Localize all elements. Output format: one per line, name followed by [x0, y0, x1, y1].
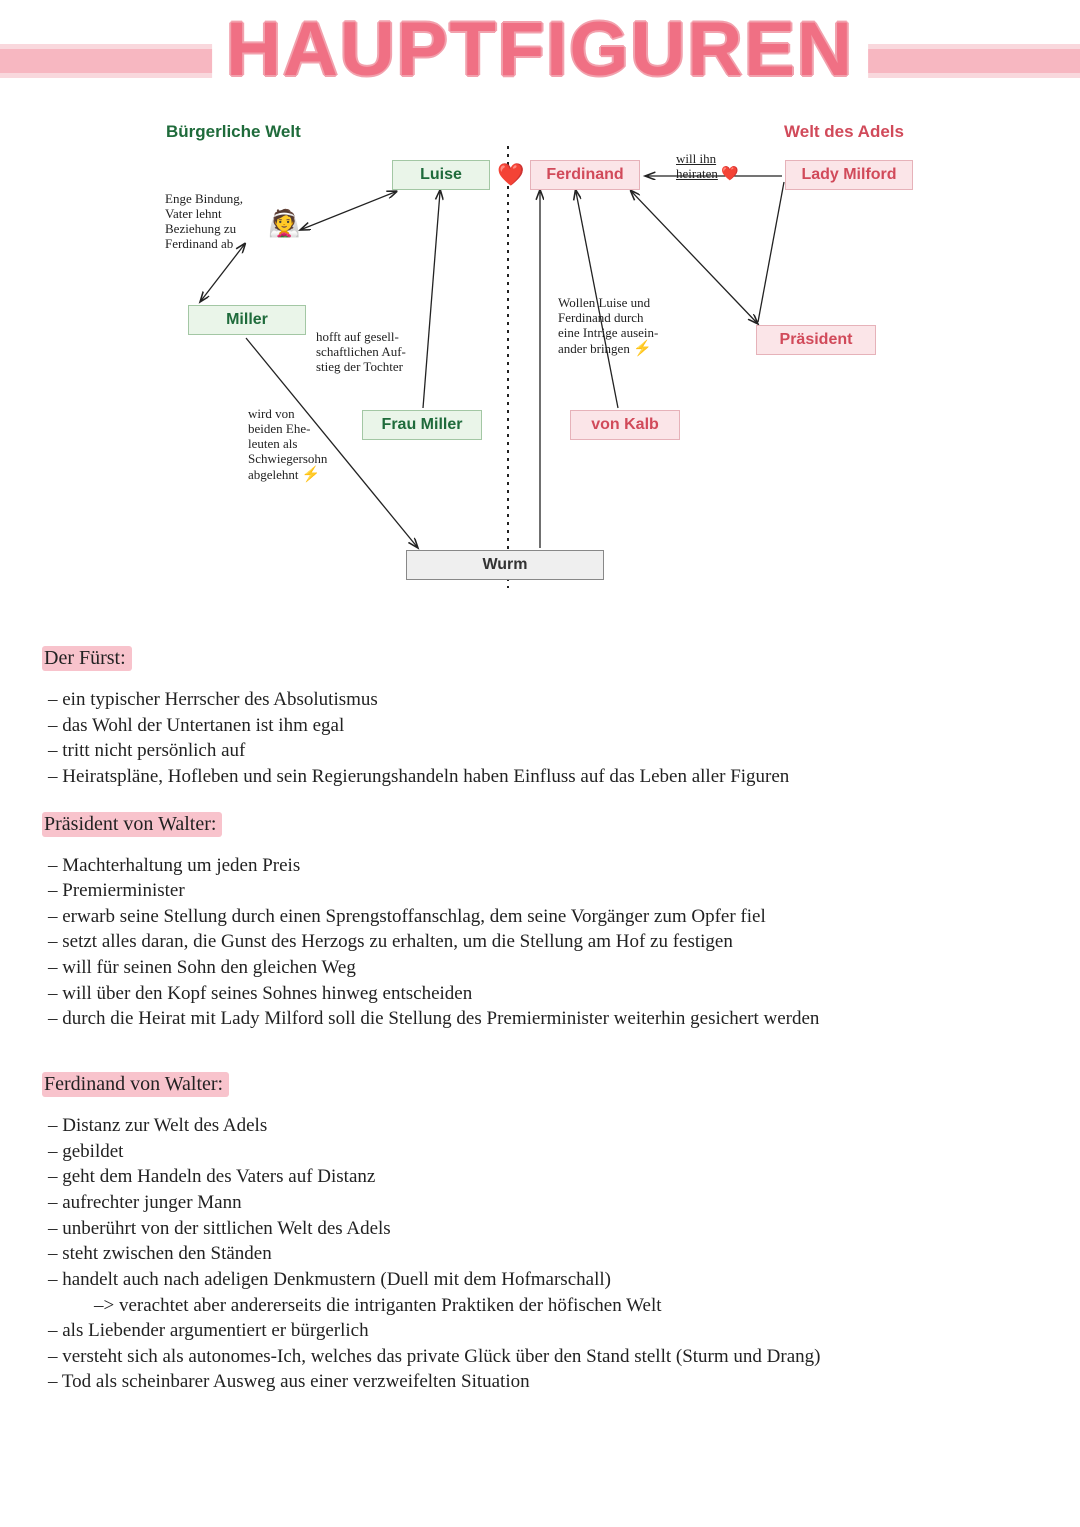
edge-label-intrige: Wollen Luise undFerdinand durcheine Intr…: [558, 296, 708, 358]
node-von-kalb: von Kalb: [570, 410, 680, 440]
content: Der Fürst: – ein typischer Herrscher des …: [0, 610, 1080, 1435]
bullet-item: – handelt auch nach adeligen Denkmustern…: [48, 1267, 1038, 1293]
character-diagram: Bürgerliche Welt Welt des Adels Luise Fe…: [0, 110, 1080, 610]
bullet-item: – gebildet: [48, 1139, 1038, 1165]
bullet-list: – Machterhaltung um jeden Preis– Premier…: [48, 853, 1038, 1032]
bullet-item: – tritt nicht persönlich auf: [48, 738, 1038, 764]
label-welt-des-adels: Welt des Adels: [784, 122, 904, 142]
lightning-icon: ⚡: [633, 341, 652, 357]
bullet-item: – Machterhaltung um jeden Preis: [48, 853, 1038, 879]
bullet-item: – als Liebender argumentiert er bürgerli…: [48, 1318, 1038, 1344]
edge-label-heiraten-text: will ihnheiraten: [676, 151, 718, 181]
bullet-item: – will für seinen Sohn den gleichen Weg: [48, 955, 1038, 981]
node-wurm: Wurm: [406, 550, 604, 580]
edge-label-aufstieg: hofft auf gesell-schaftlichen Auf-stieg …: [316, 330, 446, 375]
bullet-item: – setzt alles daran, die Gunst des Herzo…: [48, 929, 1038, 955]
section-heading: Ferdinand von Walter:: [42, 1072, 229, 1097]
bullet-list: – ein typischer Herrscher des Absolutism…: [48, 687, 1038, 790]
bullet-item: – unberührt von der sittlichen Welt des …: [48, 1216, 1038, 1242]
node-frau-miller: Frau Miller: [362, 410, 482, 440]
bullet-item: – ein typischer Herrscher des Absolutism…: [48, 687, 1038, 713]
node-praesident: Präsident: [756, 325, 876, 355]
node-lady-milford: Lady Milford: [785, 160, 913, 190]
page-title: HAUPTFIGUREN: [212, 6, 868, 93]
bullet-item: – versteht sich als autonomes-Ich, welch…: [48, 1344, 1038, 1370]
bullet-item: – geht dem Handeln des Vaters auf Distan…: [48, 1164, 1038, 1190]
edge-label-heiraten: will ihnheiraten ❤️: [676, 152, 766, 183]
bullet-list: – Distanz zur Welt des Adels– gebildet– …: [48, 1113, 1038, 1395]
heart-icon: ❤️: [497, 162, 524, 188]
edge-label-bindung: Enge Bindung,Vater lehntBeziehung zuFerd…: [165, 192, 285, 252]
bullet-item: – erwarb seine Stellung durch einen Spre…: [48, 904, 1038, 930]
heart-icon: ❤️: [721, 167, 738, 182]
bullet-item: – durch die Heirat mit Lady Milford soll…: [48, 1006, 1038, 1032]
node-ferdinand: Ferdinand: [530, 160, 640, 190]
section-heading: Präsident von Walter:: [42, 812, 222, 837]
page: HAUPTFIGUREN Bürge: [0, 0, 1080, 1435]
bullet-item: – Distanz zur Welt des Adels: [48, 1113, 1038, 1139]
bullet-item: – Tod als scheinbarer Ausweg aus einer v…: [48, 1369, 1038, 1395]
title-band: HAUPTFIGUREN: [0, 0, 1080, 110]
bullet-item: –> verachtet aber andererseits die intri…: [48, 1293, 1038, 1319]
bullet-item: – steht zwischen den Ständen: [48, 1241, 1038, 1267]
bullet-item: – will über den Kopf seines Sohnes hinwe…: [48, 981, 1038, 1007]
bullet-item: – Heiratspläne, Hofleben und sein Regier…: [48, 764, 1038, 790]
section-heading: Der Fürst:: [42, 646, 132, 671]
bullet-item: – Premierminister: [48, 878, 1038, 904]
lightning-icon: ⚡: [302, 467, 321, 483]
edge-label-bindung-text: Enge Bindung,Vater lehntBeziehung zuFerd…: [165, 191, 243, 251]
label-buergerliche-welt: Bürgerliche Welt: [166, 122, 301, 142]
bullet-item: – aufrechter junger Mann: [48, 1190, 1038, 1216]
bullet-item: – das Wohl der Untertanen ist ihm egal: [48, 713, 1038, 739]
node-miller: Miller: [188, 305, 306, 335]
edge-label-aufstieg-text: hofft auf gesell-schaftlichen Auf-stieg …: [316, 329, 406, 374]
edge-label-abgelehnt: wird vonbeiden Ehe-leuten alsSchwiegerso…: [248, 407, 368, 484]
node-luise: Luise: [392, 160, 490, 190]
